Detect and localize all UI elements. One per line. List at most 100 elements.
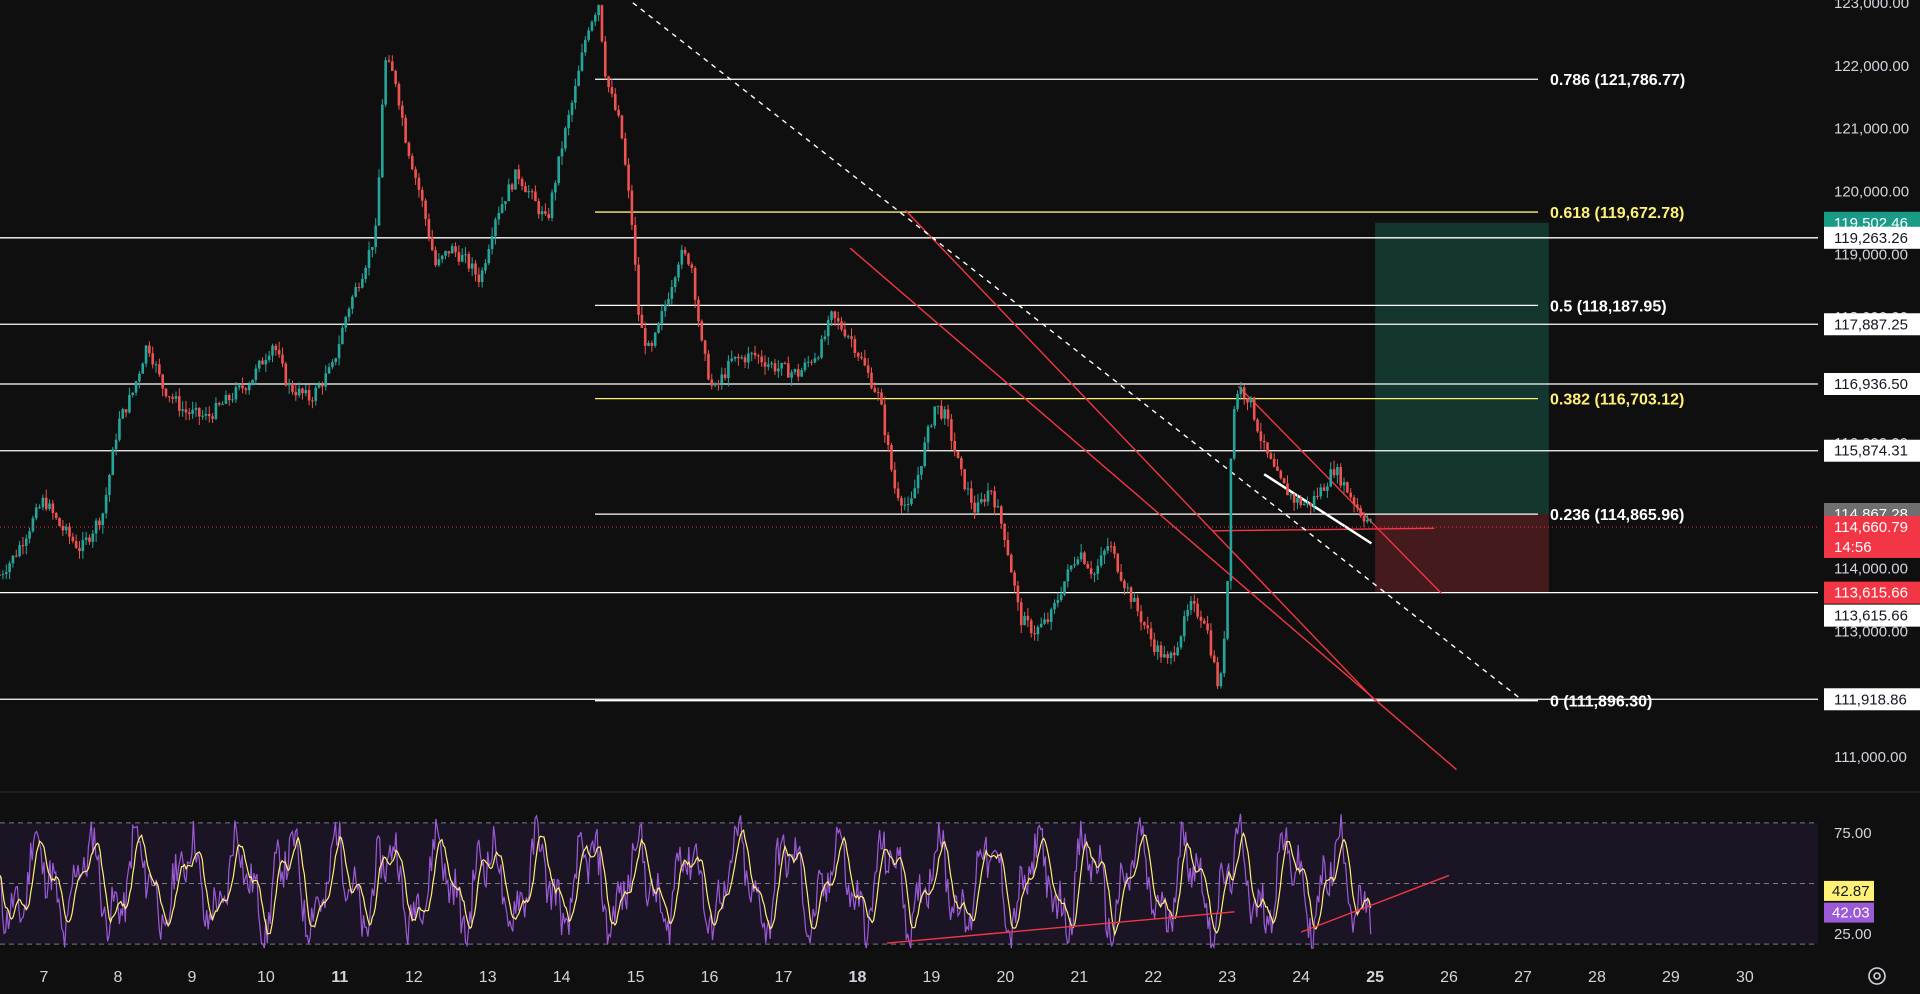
candle bbox=[181, 409, 184, 411]
candle bbox=[703, 340, 707, 354]
price-tick-label: 122,000.00 bbox=[1834, 58, 1909, 75]
price-label-badge[interactable] bbox=[1824, 688, 1920, 711]
candle bbox=[264, 360, 268, 365]
candle bbox=[830, 311, 833, 320]
rsi-ma-line bbox=[0, 829, 1372, 937]
candle bbox=[1192, 600, 1196, 604]
candle bbox=[1232, 409, 1236, 459]
candle bbox=[900, 498, 903, 506]
candle bbox=[257, 360, 261, 369]
candle bbox=[1163, 654, 1166, 658]
rsi-pane[interactable]: 75.00 25.00 42.87 42.03 bbox=[0, 813, 1874, 950]
candle bbox=[1106, 546, 1110, 551]
candle bbox=[577, 70, 580, 86]
candle bbox=[161, 374, 164, 389]
candle bbox=[1319, 487, 1323, 497]
candle bbox=[1219, 673, 1223, 687]
candle bbox=[930, 425, 933, 427]
price-label-badge[interactable] bbox=[1824, 581, 1920, 604]
candle bbox=[1316, 496, 1319, 498]
candle bbox=[400, 105, 404, 118]
price-pane[interactable]: 0.786 (121,786.77) 0.618 (119,672.78) 0.5 … bbox=[0, 0, 1920, 793]
candle bbox=[207, 414, 211, 417]
candle bbox=[204, 414, 208, 416]
price-label-badge[interactable] bbox=[1824, 515, 1920, 558]
candle bbox=[713, 383, 717, 386]
candle bbox=[444, 251, 447, 256]
candle bbox=[314, 387, 318, 401]
candle bbox=[650, 342, 654, 346]
candle bbox=[960, 458, 963, 470]
candle bbox=[384, 60, 387, 105]
rsi-trend-line[interactable] bbox=[886, 911, 1235, 944]
candle bbox=[304, 389, 308, 394]
time-axis[interactable]: 7 8 9 10 11 12 13 14 15 16 17 18 19 20 21 22 23 24 25 26 27 2… bbox=[40, 969, 1754, 986]
time-tick-label: 29 bbox=[1662, 969, 1680, 986]
trend-line[interactable] bbox=[849, 247, 1457, 771]
candle bbox=[660, 311, 664, 324]
candle bbox=[743, 357, 747, 363]
candle bbox=[863, 358, 867, 366]
candle bbox=[114, 439, 118, 450]
price-label-badge[interactable] bbox=[1824, 439, 1920, 462]
candle bbox=[377, 177, 381, 226]
time-tick-label: 11 bbox=[331, 969, 348, 986]
price-axis[interactable]: 123,000.00 122,000.00 121,000.00 120,000.00… bbox=[1824, 0, 1920, 766]
candle bbox=[833, 311, 837, 319]
candle bbox=[920, 465, 923, 475]
candle bbox=[31, 518, 35, 532]
candle bbox=[1059, 594, 1063, 600]
position-target-zone[interactable] bbox=[1375, 222, 1549, 515]
candle bbox=[41, 497, 45, 508]
candle bbox=[1206, 623, 1209, 631]
candle bbox=[1103, 550, 1106, 556]
candle bbox=[1312, 496, 1316, 507]
price-label-badge[interactable] bbox=[1824, 604, 1920, 627]
settings-icon[interactable] bbox=[1868, 967, 1886, 985]
candle bbox=[217, 403, 221, 405]
candle bbox=[101, 513, 105, 526]
candle bbox=[603, 41, 607, 77]
price-label-badge[interactable] bbox=[1824, 226, 1920, 249]
trend-line[interactable] bbox=[1237, 385, 1443, 595]
candle bbox=[976, 502, 980, 513]
price-label-badge[interactable] bbox=[1824, 313, 1920, 336]
candle bbox=[1003, 523, 1006, 541]
candle bbox=[357, 286, 361, 288]
candle bbox=[823, 336, 827, 340]
candle bbox=[1169, 652, 1173, 659]
candle bbox=[767, 364, 770, 367]
trend-line[interactable] bbox=[1212, 527, 1435, 532]
candle bbox=[121, 409, 125, 419]
rsi-trend-line[interactable] bbox=[1300, 874, 1450, 933]
price-label-badge[interactable] bbox=[1824, 372, 1920, 395]
candle bbox=[510, 184, 514, 190]
candle bbox=[1256, 419, 1259, 432]
candle bbox=[131, 392, 135, 396]
candle bbox=[38, 507, 41, 509]
dashed-trend-line[interactable] bbox=[617, 0, 1524, 702]
candle bbox=[188, 412, 191, 414]
candle bbox=[690, 264, 694, 268]
candle bbox=[197, 407, 201, 417]
candle bbox=[940, 405, 943, 419]
candle bbox=[1189, 600, 1193, 611]
candle bbox=[1346, 482, 1349, 493]
trend-line[interactable] bbox=[1263, 473, 1373, 545]
candle bbox=[670, 287, 674, 299]
candle bbox=[414, 169, 417, 178]
candle bbox=[327, 367, 331, 374]
candle bbox=[520, 178, 524, 187]
candle bbox=[108, 474, 111, 495]
candle bbox=[560, 148, 564, 157]
candle bbox=[1282, 478, 1286, 484]
time-tick-label: 23 bbox=[1218, 969, 1236, 986]
candle bbox=[1222, 638, 1226, 674]
trend-line[interactable] bbox=[905, 209, 1376, 701]
candle bbox=[697, 299, 700, 322]
candle bbox=[1096, 565, 1100, 574]
candle bbox=[394, 70, 397, 85]
candle bbox=[138, 373, 141, 382]
candle bbox=[484, 263, 487, 271]
